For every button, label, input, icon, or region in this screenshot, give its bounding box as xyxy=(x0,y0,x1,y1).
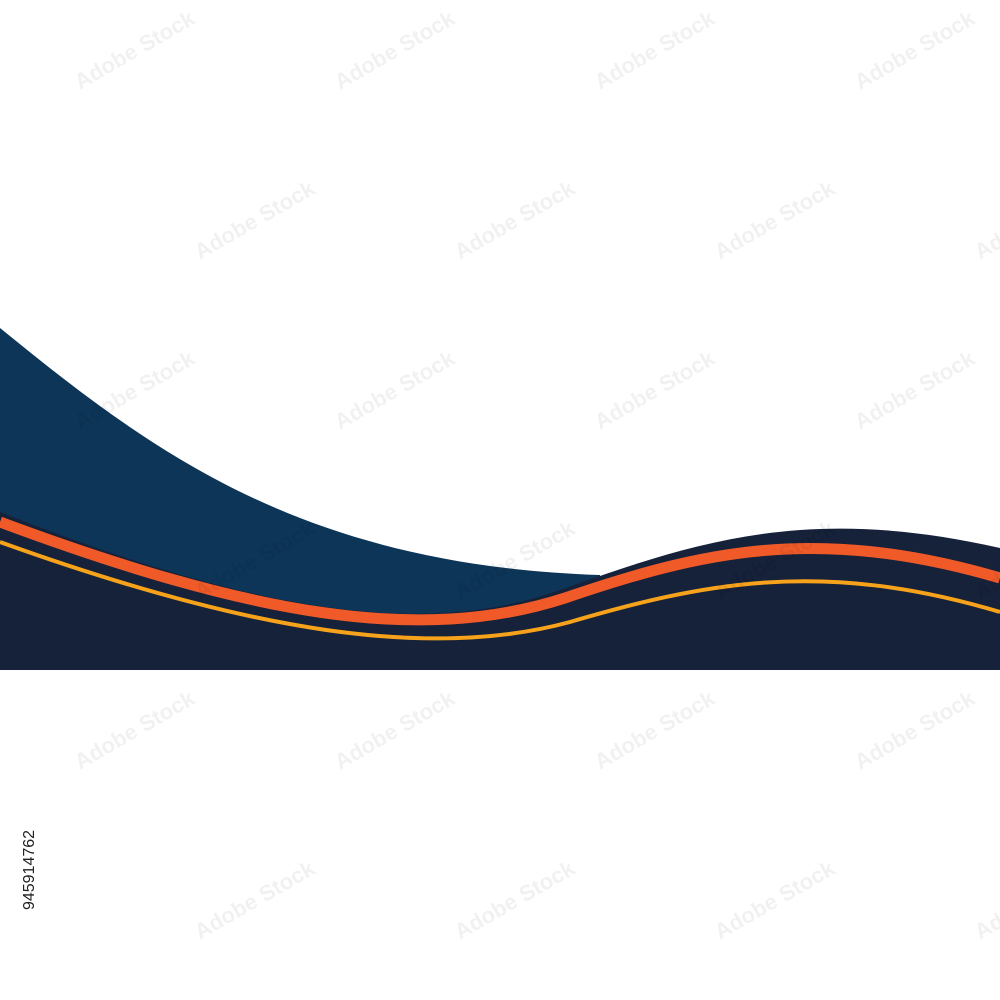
orange-stripe xyxy=(0,516,1000,626)
image-id: 945914762 xyxy=(21,830,38,910)
yellow-stripe xyxy=(0,540,1000,641)
